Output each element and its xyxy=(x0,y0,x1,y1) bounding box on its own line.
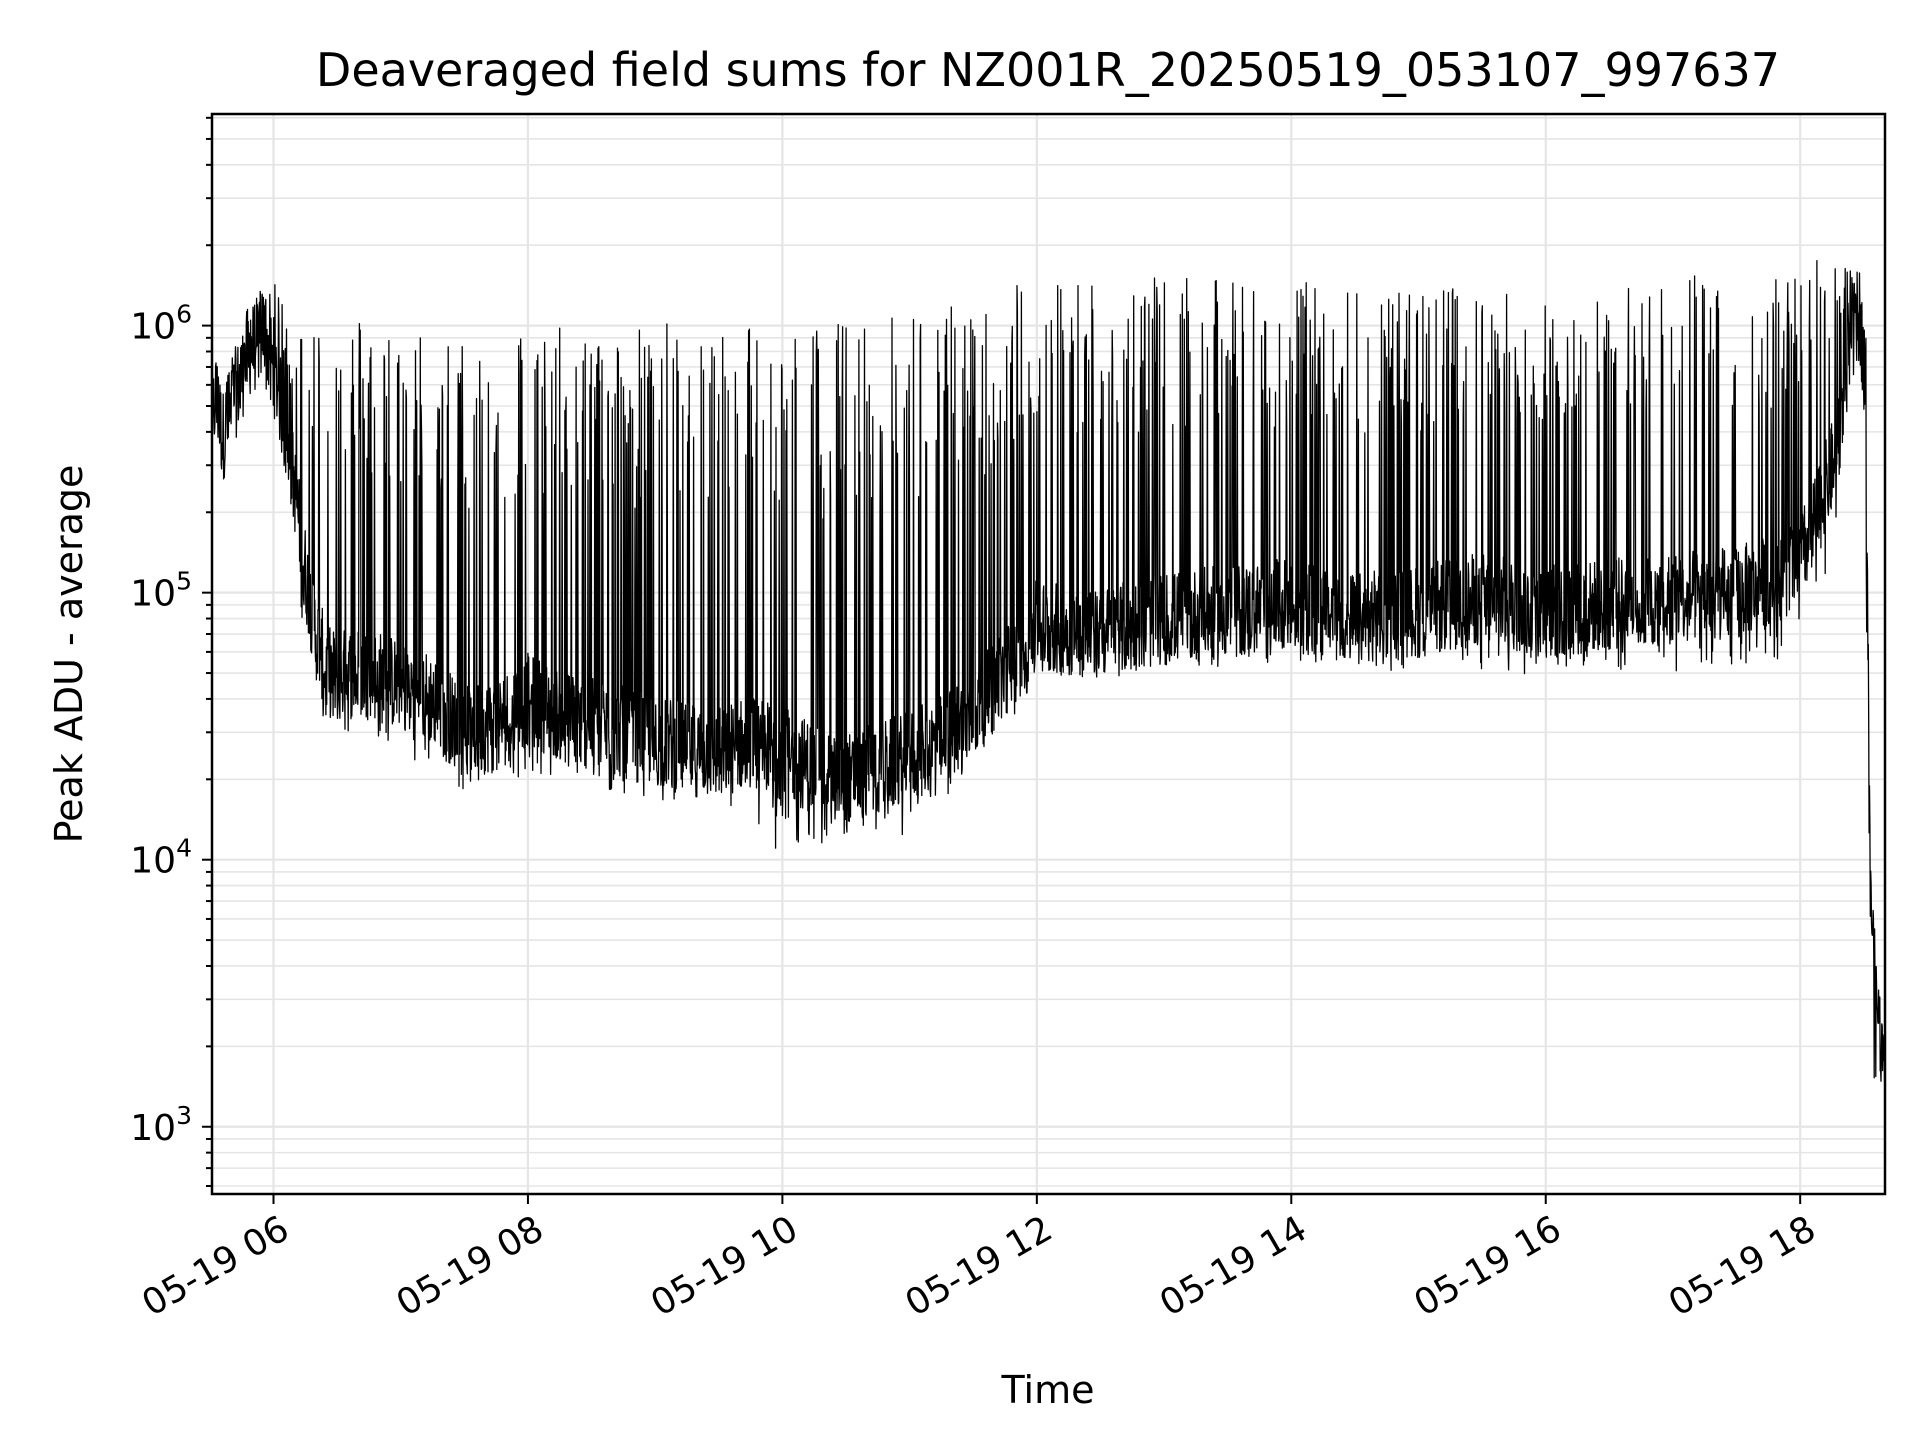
x-tick-label: 05-19 06 xyxy=(135,1208,296,1324)
x-tick-label: 05-19 12 xyxy=(899,1208,1060,1324)
x-tick-label: 05-19 08 xyxy=(390,1208,551,1324)
y-tick-label: 104 xyxy=(130,834,192,882)
x-tick-label: 05-19 14 xyxy=(1153,1208,1314,1324)
series-layer xyxy=(212,260,1885,1085)
series-line xyxy=(212,260,1885,1085)
y-tick-label: 106 xyxy=(130,300,192,348)
x-tick-label: 05-19 10 xyxy=(644,1208,805,1324)
chart-title: Deaveraged field sums for NZ001R_2025051… xyxy=(316,43,1780,97)
y-axis-label: Peak ADU - average xyxy=(47,465,91,844)
plot-frame xyxy=(210,112,1887,1196)
x-tick-label: 05-19 18 xyxy=(1662,1208,1823,1324)
x-axis-label: Time xyxy=(1001,1368,1095,1412)
x-tick-label: 05-19 16 xyxy=(1408,1208,1569,1324)
y-tick-label: 105 xyxy=(130,567,192,615)
y-tick-label: 103 xyxy=(130,1101,192,1149)
